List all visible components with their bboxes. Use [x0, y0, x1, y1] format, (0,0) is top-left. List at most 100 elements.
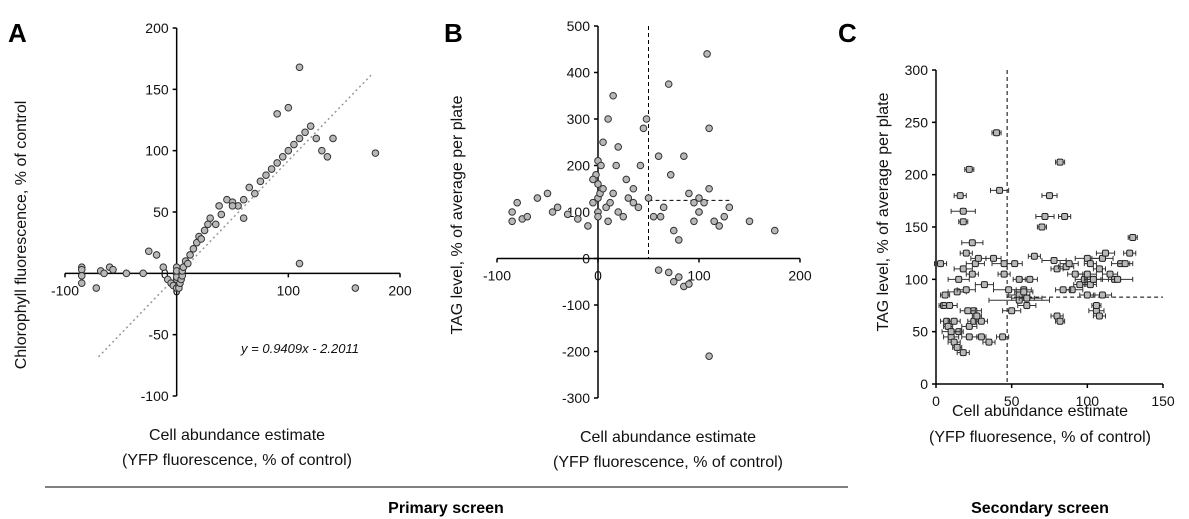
panel-b-data-point: [629, 198, 638, 207]
panel-b-data-point: [599, 138, 607, 147]
panel-c-data-point: [1089, 275, 1097, 283]
panel-c-data-point: [1030, 252, 1038, 260]
panel-c-data-point: [1050, 256, 1058, 264]
panel-c-data-point: [1023, 302, 1031, 309]
panel-c-data-point: [996, 186, 1004, 194]
panel-c-data-point: [962, 249, 970, 257]
panel-b-x-tick-label: 200: [788, 268, 812, 284]
panel-c-data-point: [1000, 270, 1008, 278]
panel-c-data-point: [962, 286, 970, 294]
panel-a-data-point: [215, 202, 223, 210]
panel-c-data-point: [947, 328, 955, 336]
panel-c-data-point: [950, 317, 958, 325]
panel-c-data-point: [937, 260, 945, 268]
panel-a-data-point: [77, 265, 86, 274]
panel-c-data-point: [1092, 302, 1100, 309]
panel-b-data-point: [634, 203, 643, 212]
panel-a-data-point: [152, 251, 161, 259]
panel-c-data-point: [999, 333, 1007, 341]
panel-c-data-point: [1011, 260, 1019, 268]
panel-a-data-point: [200, 226, 209, 235]
panel-c-plot-area: 0 50 100 150 200 250 300 0 50 100 150: [905, 62, 1175, 409]
panel-a-data-point: [77, 279, 86, 287]
panel-b-data-point: [725, 203, 734, 212]
panel-a-data-point: [312, 134, 321, 143]
panel-a-data-point: [267, 165, 276, 173]
panel-b-data-point: [715, 222, 724, 230]
panel-c-data-point: [1059, 286, 1067, 294]
panel-c-data-point: [1061, 213, 1069, 221]
panel-b-data-point: [710, 217, 718, 226]
panel-label-b: B: [444, 18, 463, 48]
panel-a-xlabel-line2: (YFP fluorescence, % of control): [122, 452, 352, 469]
panel-a-y-tick-label: 150: [145, 81, 169, 97]
panel-b-y-tick-label: 500: [567, 18, 591, 34]
panel-c-y-tick-label: 0: [920, 376, 928, 392]
panel-c-y-tick-label: 200: [905, 167, 929, 183]
panel-a-equation: y = 0.9409x - 2.2011: [240, 341, 359, 356]
panel-a-data-point: [139, 269, 147, 278]
panel-c-data-point: [965, 165, 973, 173]
panel-c-data-point: [964, 307, 972, 315]
panel-b-data-point: [654, 266, 663, 274]
panel-b-data-point: [508, 208, 516, 216]
panel-a-y-tick-label: -50: [148, 327, 168, 343]
panel-b-data-point: [609, 91, 617, 100]
panel-b-data-point: [606, 198, 614, 207]
panel-b-data-point: [614, 143, 623, 151]
panel-b-data-point: [685, 280, 693, 288]
panel-b-data-point: [649, 212, 658, 221]
panel-a-ylabel: Chlorophyll fluorescence, % of control: [13, 101, 30, 370]
panel-b-data-point: [543, 189, 552, 198]
panel-b-data-point: [584, 222, 592, 230]
panel-c-y-tick-label: 250: [905, 114, 929, 130]
panel-a-data-point: [92, 284, 101, 292]
panel-b-data-point: [675, 273, 683, 281]
panel-b-x-tick-label: 0: [594, 268, 602, 284]
panel-a-x-tick-label: 100: [277, 282, 301, 298]
panel-c-data-point: [959, 265, 967, 273]
panel-a-data-point: [251, 189, 259, 198]
panel-b-data-point: [612, 161, 620, 170]
panel-c-data-point: [959, 218, 967, 226]
panel-a-data-point: [204, 220, 212, 229]
panel-c-data-point: [1005, 286, 1013, 294]
panel-c-data-point: [1106, 270, 1114, 278]
panel-c-data-point: [1095, 312, 1103, 320]
panel-a-x-tick-label: 200: [388, 282, 412, 298]
panel-c-data-point: [1076, 281, 1084, 289]
panel-b-data-point: [597, 161, 605, 170]
panel-b-data-point: [720, 212, 729, 221]
panel-c-data-point: [956, 192, 964, 200]
panel-a-data-point: [77, 271, 86, 280]
secondary-screen-label: Secondary screen: [971, 500, 1109, 517]
panel-b-y-tick-label: 100: [567, 204, 591, 220]
panel-c-data-point: [959, 207, 967, 215]
panel-a-data-point: [318, 146, 326, 155]
panel-b-x-tick-label: 100: [687, 268, 711, 284]
panel-b-y-tick-label: -300: [562, 390, 590, 406]
panel-c-data-point: [980, 281, 988, 289]
panel-b-data-point: [669, 226, 678, 235]
panel-b-data-point: [533, 194, 542, 202]
panel-c-data-point: [1126, 249, 1134, 257]
panel-b-data-point: [508, 217, 516, 226]
panel-b-data-point: [664, 268, 673, 277]
panel-b-data-point: [589, 175, 597, 184]
panel-c-data-point: [1071, 270, 1079, 278]
panel-a-data-point: [159, 263, 168, 272]
panel-b-data-point: [666, 171, 675, 179]
panel-a-data-point: [306, 122, 315, 130]
panel-b-data-point: [513, 198, 522, 207]
panel-c-data-point: [1129, 233, 1137, 241]
panel-a-y-tick-label: 100: [145, 143, 169, 159]
panel-b-y-tick-label: -200: [562, 344, 590, 360]
panel-a-data-point: [186, 251, 194, 259]
panel-c-data-point: [1020, 288, 1028, 296]
panel-c-data-point: [1098, 291, 1106, 299]
panel-b-data-point: [690, 198, 698, 207]
panel-b-data-point: [703, 50, 711, 58]
panel-b-data-point: [680, 152, 688, 160]
